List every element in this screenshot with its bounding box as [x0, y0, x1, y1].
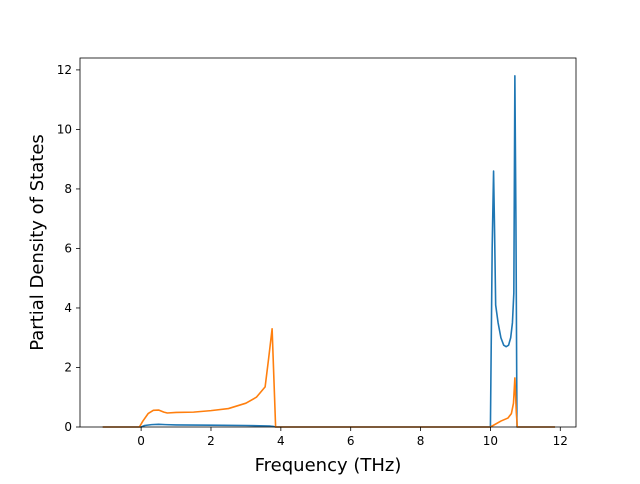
- y-tick-label: 4: [64, 301, 72, 315]
- y-axis-label: Partial Density of States: [27, 134, 48, 351]
- x-axis-ticks: 0 2 4 6 8 10 12: [137, 427, 568, 448]
- series-line-1: [102, 75, 556, 428]
- x-tick-label: 0: [137, 434, 145, 448]
- x-tick-label: 12: [553, 434, 568, 448]
- x-tick-label: 10: [483, 434, 498, 448]
- y-tick-label: 10: [57, 122, 72, 136]
- x-axis-label: Frequency (THz): [255, 455, 402, 476]
- series-layer: [102, 75, 556, 428]
- x-tick-label: 2: [207, 434, 215, 448]
- y-tick-label: 8: [64, 182, 72, 196]
- plot-frame: [79, 57, 577, 428]
- y-axis-ticks: 0 2 4 6 8 10 12: [57, 63, 80, 434]
- x-tick-label: 8: [417, 434, 425, 448]
- series-line-2: [102, 328, 556, 428]
- y-tick-label: 2: [64, 360, 72, 374]
- y-tick-label: 0: [64, 420, 72, 434]
- y-tick-label: 12: [57, 63, 72, 77]
- y-tick-label: 6: [64, 241, 72, 255]
- x-tick-label: 4: [277, 434, 285, 448]
- x-tick-label: 6: [347, 434, 355, 448]
